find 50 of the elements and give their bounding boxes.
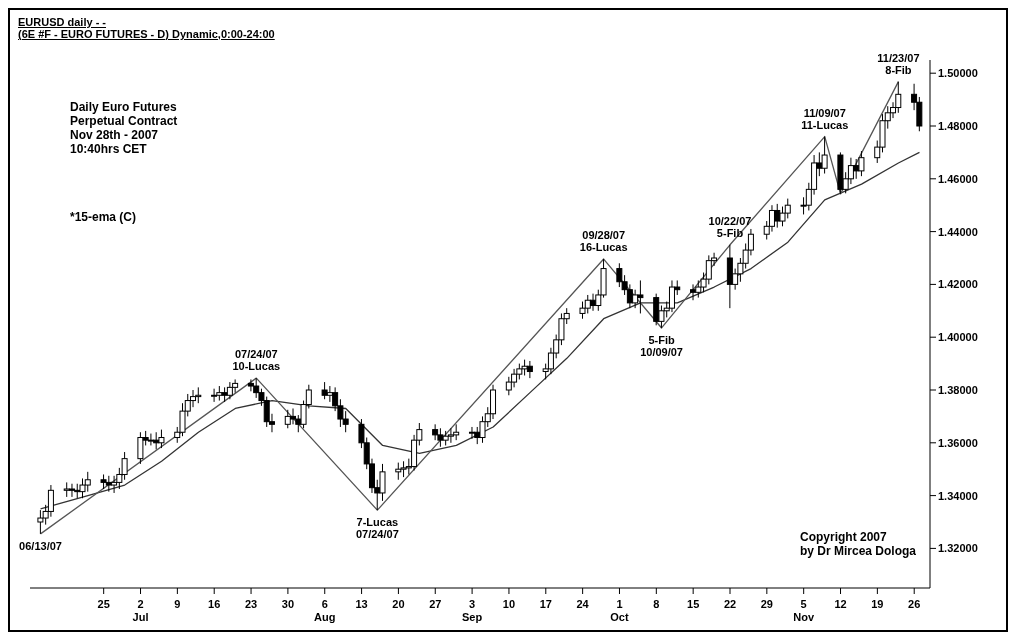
x-tick-label: 2 Jul [132,598,149,623]
x-tick-label: 1 Oct [610,598,629,623]
y-tick-label: 1.36000 [938,436,978,449]
y-tick-label: 1.42000 [938,278,978,291]
x-tick-label: 23 [244,598,258,610]
x-tick-label: 24 [576,598,590,610]
x-tick-label: 30 [281,598,295,610]
x-tick-label: 13 [355,598,368,610]
candlestick [147,433,154,446]
x-tick-label: 15 [687,598,700,610]
annotation: 09/28/07 16-Lucas [579,229,628,254]
candlestick [468,426,475,440]
x-tick-label: 16 [208,598,221,610]
x-tick-label: 19 [871,598,884,610]
annotation: 11/23/07 8-Fib [877,51,920,76]
x-tick-label: 20 [392,598,405,610]
annotation: Daily Euro Futures Perpetual Contract Nov 28th - 2007 10:40hrs CET [70,100,178,156]
chart-title: EURUSD daily - - [17,15,107,28]
annotation: *15-ema (C) [70,210,137,224]
x-tick-label: 17 [539,598,552,610]
x-tick-label: 5 Nov [793,598,815,623]
y-tick-label: 1.48000 [938,119,978,132]
chart-subtitle: (6E #F - EURO FUTURES - D) Dynamic,0:00-24:00 [17,28,276,40]
candlestick [211,388,218,403]
x-tick-label: 27 [429,598,442,610]
y-tick-label: 1.34000 [938,489,978,502]
x-tick-label: 6 Aug [314,598,336,623]
x-tick-label: 12 [834,598,847,610]
y-tick-label: 1.32000 [938,542,978,555]
y-tick-label: 1.38000 [938,383,978,396]
x-tick-label: 9 [174,598,181,610]
y-tick-label: 1.40000 [938,331,978,344]
x-tick-label: 3 Sep [462,598,483,623]
x-tick-label: 25 [97,598,110,610]
y-tick-label: 1.44000 [938,225,978,238]
x-tick-label: 26 [908,598,921,610]
annotation: 06/13/07 [19,539,62,552]
y-tick-label: 1.46000 [938,172,978,185]
annotation: 5-Fib 10/09/07 [640,333,683,358]
candlestick [47,484,54,518]
x-tick-label: 29 [760,598,773,610]
annotation: 11/09/07 11-Lucas [801,106,849,131]
x-tick-label: 8 [653,598,660,610]
annotation: Copyright 2007 by Dr Mircea Dologa [800,530,917,558]
annotation: 7-Lucas 07/24/07 [355,516,399,541]
x-tick-label: 10 [502,598,516,610]
x-tick-label: 22 [723,598,737,610]
candlestick [690,283,697,301]
annotation: 07/24/07 10-Lucas [232,348,281,373]
y-tick-label: 1.50000 [938,67,978,80]
